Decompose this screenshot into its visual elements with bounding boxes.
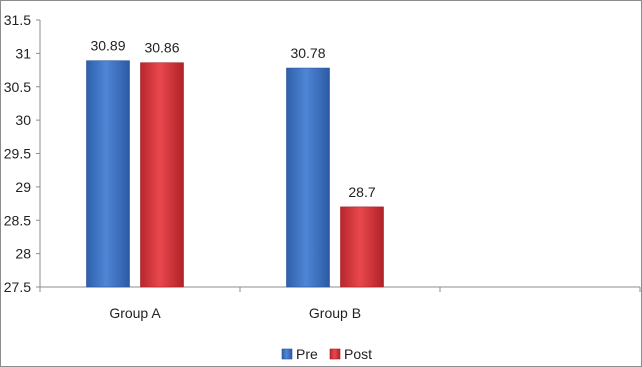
legend: Pre Post — [281, 346, 372, 362]
y-tick-label: 30.5 — [4, 79, 31, 95]
y-tick-label: 31 — [15, 45, 31, 61]
y-tick-label: 28.5 — [4, 212, 31, 228]
data-label: 30.89 — [90, 38, 125, 54]
y-tick-label: 30 — [15, 112, 31, 128]
axes: 27.5 28 28.5 29 29.5 30 30.5 31 31.5 Group A Group… — [4, 12, 641, 321]
bar-pre-group-a — [86, 60, 130, 288]
x-category-label: Group A — [109, 305, 161, 321]
legend-swatch-pre — [281, 348, 293, 360]
bar-pre-group-b — [286, 67, 330, 288]
bar-post-group-b — [340, 206, 384, 288]
data-label: 30.78 — [290, 45, 325, 61]
legend-label-post: Post — [344, 346, 372, 362]
x-category-label: Group B — [309, 305, 361, 321]
data-labels: 30.89 30.86 30.78 28.7 — [90, 38, 375, 200]
legend-swatch-post — [329, 348, 341, 360]
y-tick-label: 28 — [15, 246, 31, 262]
y-tick-label: 29 — [15, 179, 31, 195]
data-label: 28.7 — [348, 184, 375, 200]
legend-label-pre: Pre — [296, 346, 318, 362]
y-tick-label: 31.5 — [4, 12, 31, 28]
y-tick-label: 29.5 — [4, 146, 31, 162]
y-tick-label: 27.5 — [4, 279, 31, 295]
bar-post-group-a — [140, 62, 184, 288]
bars — [86, 60, 384, 288]
data-label: 30.86 — [144, 40, 179, 56]
